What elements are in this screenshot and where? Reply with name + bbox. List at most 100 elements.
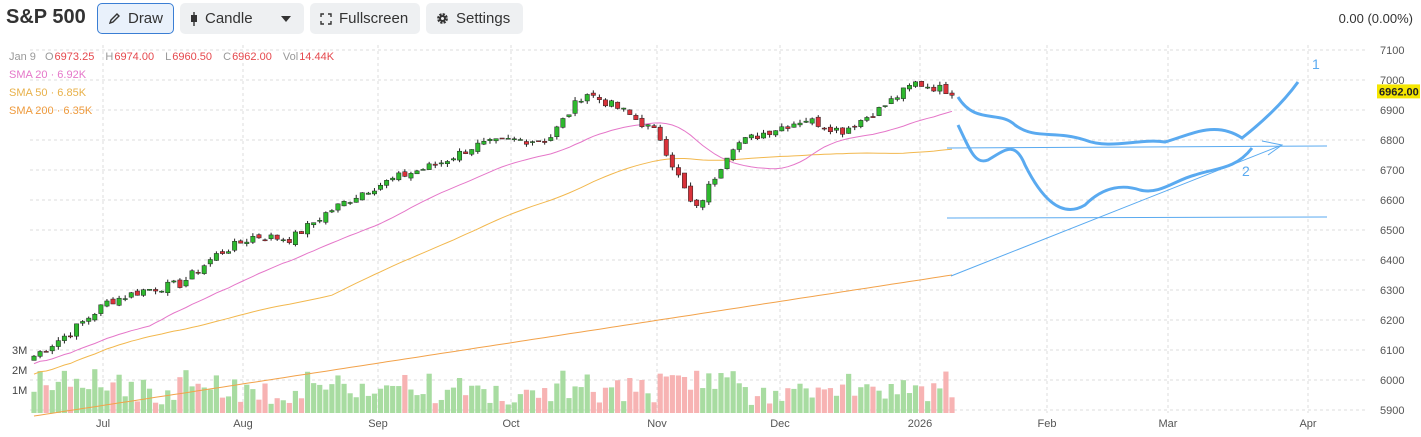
price-tick-label: 6600 [1380,195,1404,207]
volume-bar [195,383,201,413]
candle-body [913,81,918,87]
candle-body [797,122,803,126]
volume-bar [943,371,949,413]
price-tick-label: 6900 [1380,105,1404,117]
volume-bar [578,387,584,413]
candle-body [98,304,104,314]
volume-bar [560,370,566,413]
candle-body [232,241,238,251]
price-tick-label: 6000 [1380,375,1404,387]
last-price-tag [1377,84,1420,99]
time-tick-label: Feb [1038,418,1057,430]
chart-type-dropdown[interactable]: Candle [180,3,304,34]
chart-type-label: Candle [205,10,253,27]
volume-bar [821,389,827,413]
volume-tick-label: 3M [12,345,27,357]
price-tick-label: 6700 [1380,165,1404,177]
candle-body [505,138,511,140]
candle-body [457,150,463,161]
candle-body [280,239,286,241]
chart-toolbar: S&P 500 Draw Candle Fullscreen Settings … [0,0,1421,38]
volume-tick-label: 2M [12,365,27,377]
volume-bar [377,388,384,413]
volume-bar [256,399,262,413]
volume-bar [767,403,773,413]
volume-bar [633,391,639,413]
volume-bar [341,383,347,413]
volume-bar [669,375,675,413]
fullscreen-button[interactable]: Fullscreen [310,3,420,34]
volume-bar [207,389,213,413]
time-tick-label: Dec [770,418,790,430]
volume-bar [949,397,955,413]
candle-body [870,116,876,118]
volume-bar [912,385,919,413]
candle-body [444,161,450,164]
volume-bar [298,398,305,413]
volume-bar [432,403,438,413]
draw-button-label: Draw [127,10,163,27]
sma20-legend: SMA 20 · 6.92K [9,69,87,81]
volume-bar [165,390,171,413]
candle-body [335,203,341,211]
candle-body [305,223,311,235]
legend-open-key: O [44,51,54,63]
candle-body [487,139,493,141]
time-tick-label: Apr [1299,418,1316,430]
candle-body [578,100,584,103]
settings-button[interactable]: Settings [426,3,523,34]
legend-low-key: L [165,51,172,63]
candle-body [116,297,122,306]
candle-body [937,84,943,92]
candle-body [700,200,706,208]
volume-bar [323,389,329,413]
time-axis[interactable]: Jul Aug Sep Oct Nov Dec 2026 Feb Mar Apr [96,418,1317,430]
volume-bar [73,378,80,413]
volume-bar [584,374,590,413]
candle-body [748,134,754,139]
draw-button[interactable]: Draw [97,3,174,34]
candle-body [68,335,73,338]
candle-body [803,120,809,123]
sma200-line [33,274,953,417]
volume-bar [463,395,469,413]
volume-bar [250,389,256,413]
volume-bar [450,387,457,413]
candle-icon [191,11,197,26]
candle-body [900,87,906,99]
legend-open-value: 6973.25 [54,51,95,63]
time-tick-label: Oct [502,418,519,430]
legend-date: Jan 9 [9,51,36,63]
legend-volume-value: 14.44K [299,51,335,63]
sma20-line [33,110,953,365]
volume-bar [49,390,55,413]
volume-bar [900,380,906,413]
volume-bar [219,397,226,413]
price-tick-label: 6200 [1380,315,1404,327]
candle-body [140,289,146,296]
settings-button-label: Settings [456,10,511,27]
volume-bar [615,380,621,413]
volume-bar [833,395,840,413]
user-drawings[interactable]: 12 [946,56,1328,277]
candle-body [815,116,821,127]
volume-bar [657,373,663,413]
volume-bar [785,388,791,413]
candle-body [201,265,207,274]
volume-bar [238,401,244,413]
candle-body [384,180,390,186]
candle-body [408,173,414,179]
candle-body [353,197,359,203]
volume-bar [31,391,37,413]
volume-bar [803,388,809,413]
volume-bar [742,387,748,413]
candle-body [226,251,231,254]
candle-body [61,335,67,341]
candle-body [438,162,444,165]
price-tick-label: 6800 [1380,135,1404,147]
candle-body [536,140,542,142]
price-axis[interactable]: 7100 7000 6900 6800 6700 6600 6500 6400 6300 6200… [1377,45,1420,417]
candle-body [694,199,700,206]
candle-body [639,117,645,127]
